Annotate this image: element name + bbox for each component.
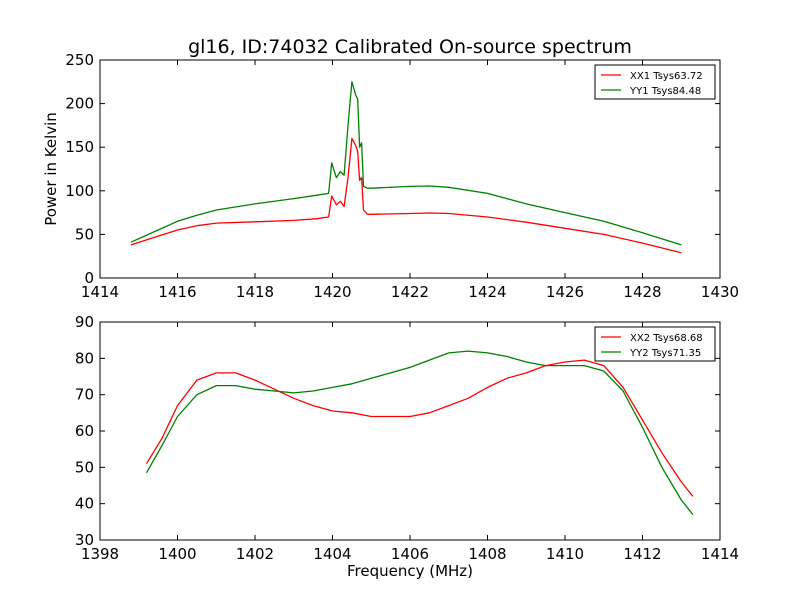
y-tick-label: 100 <box>65 182 94 200</box>
x-tick-label: 1428 <box>623 283 661 301</box>
legend-entry: YY1 Tsys84.48 <box>629 86 701 97</box>
legend-entry: XX1 Tsys63.72 <box>630 71 703 82</box>
y-tick-label: 60 <box>75 422 94 440</box>
x-axis-label: Frequency (MHz) <box>347 562 473 580</box>
series-line-yy-1 <box>130 81 682 246</box>
x-tick-label: 1402 <box>236 545 274 563</box>
x-tick-label: 1398 <box>81 545 119 563</box>
x-tick-label: 1414 <box>81 283 119 301</box>
y-tick-label: 0 <box>84 269 94 287</box>
legend-entry: XX2 Tsys68.68 <box>630 333 703 344</box>
series-group <box>145 350 694 516</box>
y-tick-label: 250 <box>65 51 94 69</box>
legend-box <box>594 326 716 362</box>
x-tick-label: 1426 <box>546 283 584 301</box>
y-tick-label: 50 <box>75 225 94 243</box>
x-tick-label: 1406 <box>391 545 429 563</box>
x-tick-label: 1420 <box>313 283 351 301</box>
legend: XX2 Tsys68.68 YY2 Tsys71.35 <box>594 326 716 362</box>
x-tick-label: 1414 <box>701 545 739 563</box>
series-line-xx-2 <box>145 359 694 497</box>
x-tick-label: 1430 <box>701 283 739 301</box>
x-tick-label: 1404 <box>313 545 351 563</box>
chart-title: gl16, ID:74032 Calibrated On-source spec… <box>188 36 632 58</box>
x-tick-label: 1424 <box>468 283 506 301</box>
plot-panel-1: 1414 1416 1418 1420 1422 1424 1426 1428 1430 0 50 1… <box>65 51 739 301</box>
legend: XX1 Tsys63.72 YY1 Tsys84.48 <box>594 64 716 100</box>
y-axis-label: Power in Kelvin <box>42 112 60 226</box>
series-line-xx-1 <box>130 137 682 254</box>
y-tick-label: 30 <box>75 531 94 549</box>
x-tick-label: 1410 <box>546 545 584 563</box>
series-line-yy-2 <box>145 350 694 516</box>
x-tick-label: 1400 <box>158 545 196 563</box>
y-tick-label: 40 <box>75 495 94 513</box>
y-tick-label: 90 <box>75 313 94 331</box>
x-tick-label: 1408 <box>468 545 506 563</box>
legend-entry: YY2 Tsys71.35 <box>629 348 701 359</box>
x-tick-label: 1422 <box>391 283 429 301</box>
x-tick-label: 1416 <box>158 283 196 301</box>
y-tick-label: 50 <box>75 458 94 476</box>
y-tick-label: 150 <box>65 138 94 156</box>
y-tick-label: 80 <box>75 349 94 367</box>
x-tick-label: 1418 <box>236 283 274 301</box>
plot-panel-2: 1398 1400 1402 1404 1406 1408 1410 1412 1414 30 40… <box>75 313 739 563</box>
y-tick-label: 70 <box>75 386 94 404</box>
x-tick-label: 1412 <box>623 545 661 563</box>
legend-box <box>594 64 716 100</box>
y-tick-label: 200 <box>65 95 94 113</box>
plot-panels: 1414 1416 1418 1420 1422 1424 1426 1428 14300501… <box>65 51 739 563</box>
series-group <box>130 81 682 254</box>
